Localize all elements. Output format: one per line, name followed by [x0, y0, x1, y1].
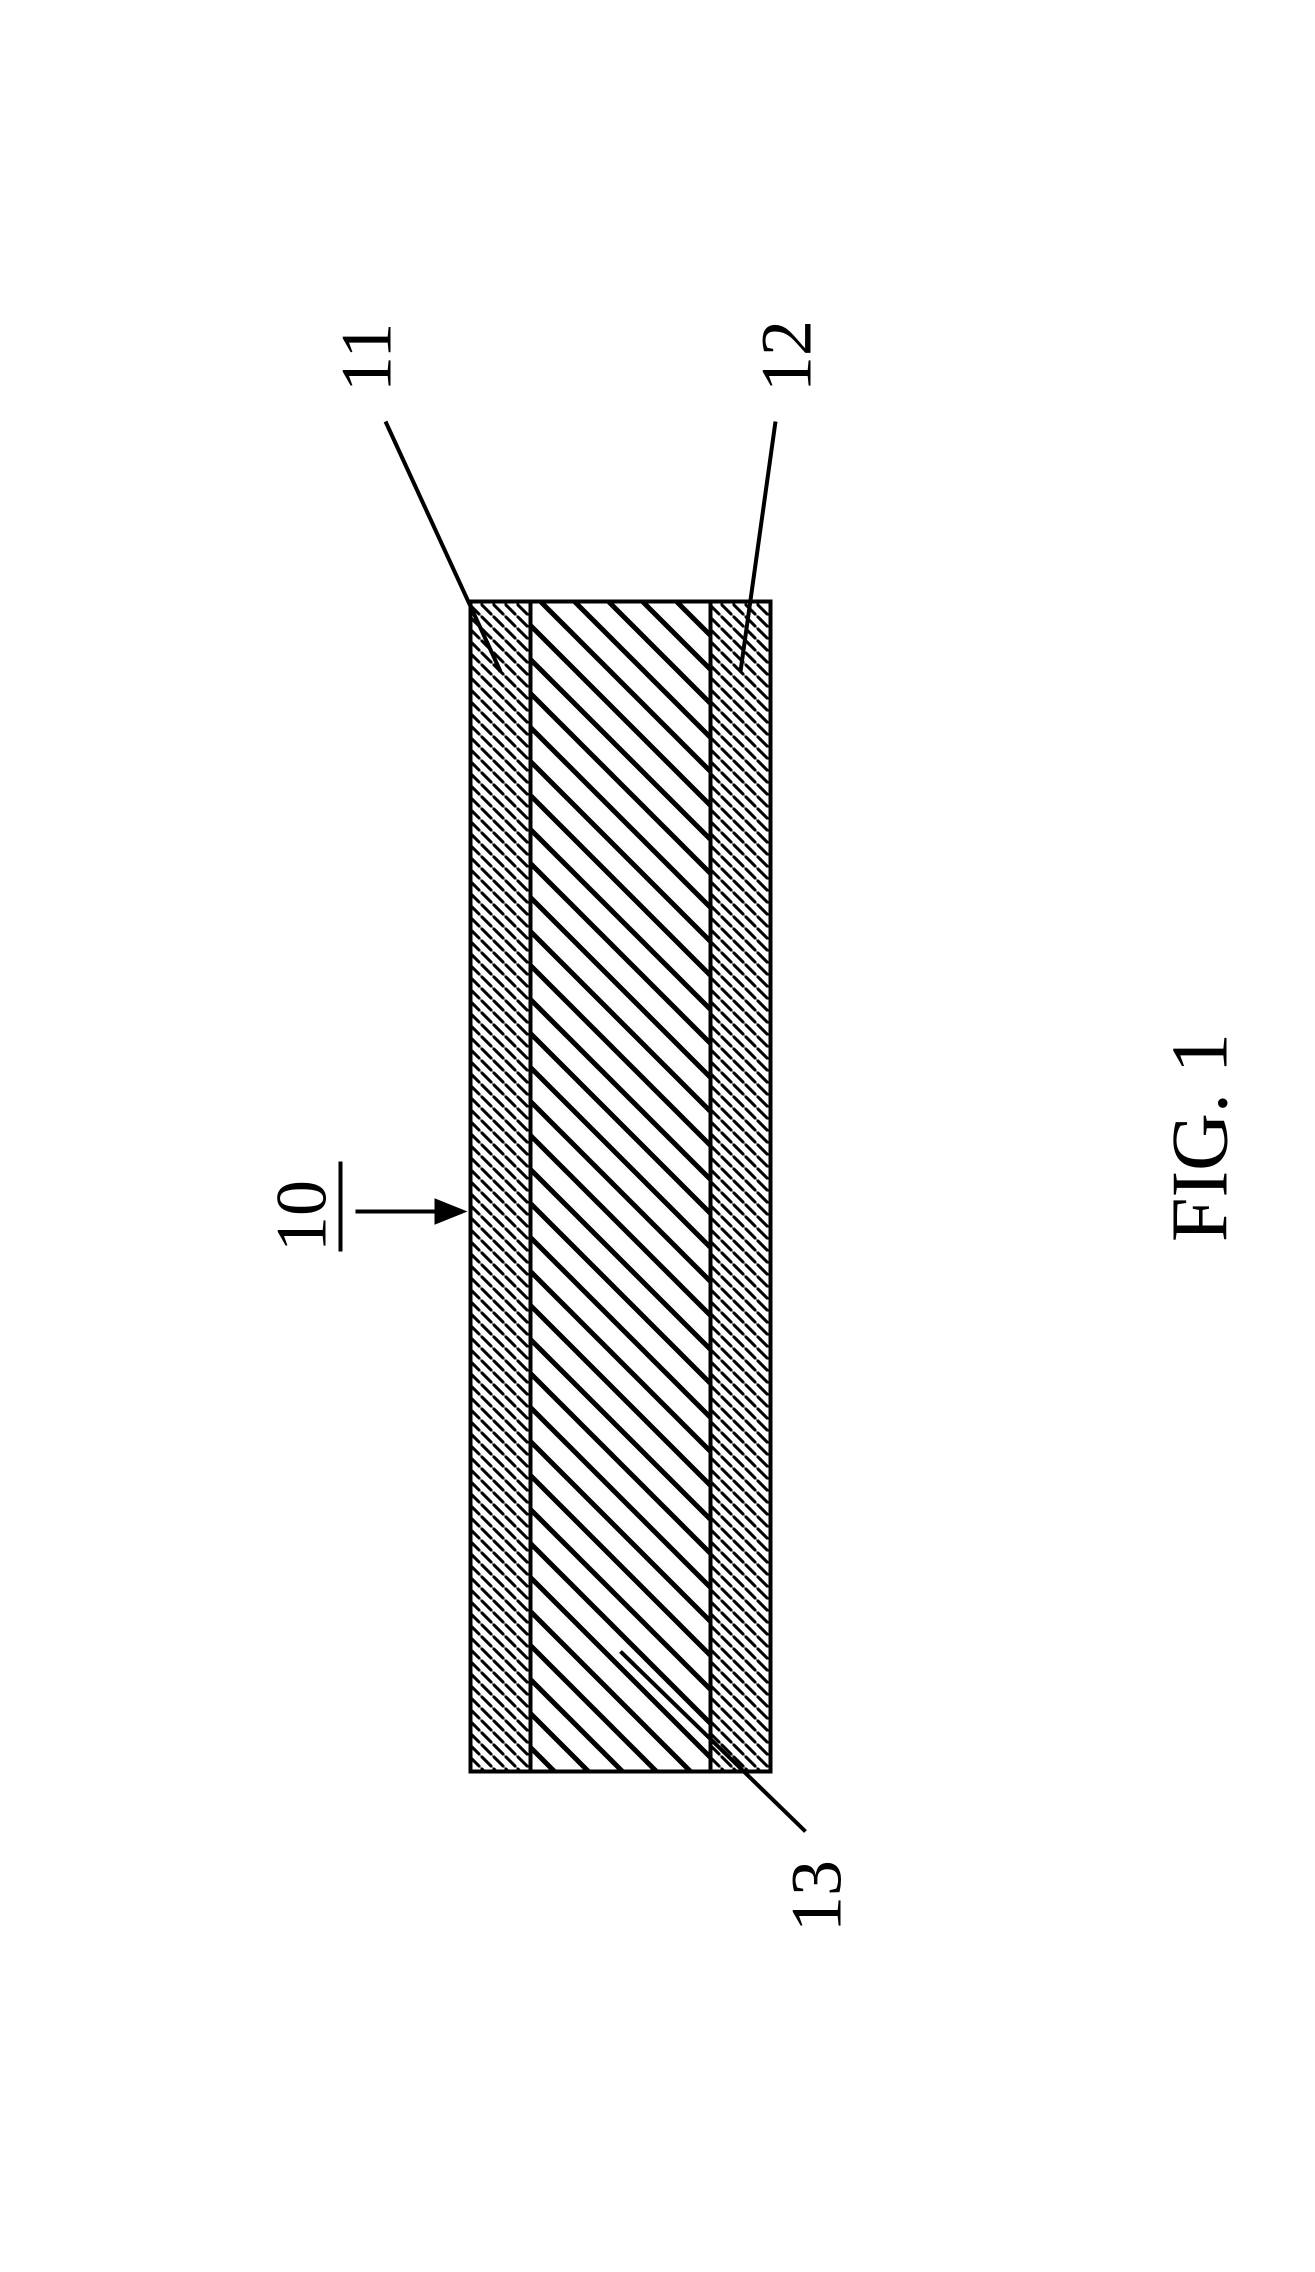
leader-11 — [385, 422, 500, 672]
figure-canvas: 10 11 12 13 FIG. 1 — [0, 0, 1315, 2272]
ref-label-13: 13 — [780, 1860, 852, 1932]
cross-section-drawing — [0, 0, 1315, 2272]
layer-12 — [710, 602, 770, 1772]
ref-underline-10 — [338, 1162, 342, 1252]
layer-13 — [530, 602, 710, 1772]
ref-label-11: 11 — [330, 323, 402, 392]
arrowhead-10 — [434, 1199, 467, 1225]
ref-label-12: 12 — [750, 320, 822, 392]
page-rotated: 10 11 12 13 FIG. 1 — [0, 479, 1315, 1794]
layer-11 — [470, 602, 530, 1772]
ref-label-10: 10 — [265, 1180, 337, 1252]
figure-caption: FIG. 1 — [1160, 1033, 1240, 1242]
